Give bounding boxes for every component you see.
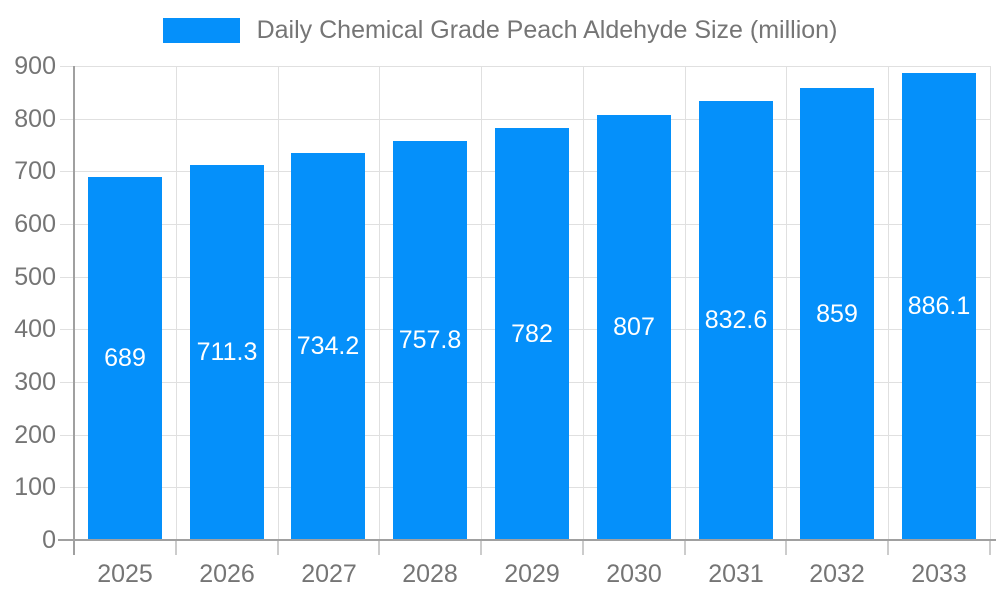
y-tick-label: 800 — [14, 105, 56, 133]
bar: 689 — [88, 177, 162, 540]
y-tick-label: 900 — [14, 52, 56, 80]
bar-value-label: 832.6 — [704, 306, 768, 334]
y-tick-label: 0 — [42, 526, 56, 554]
x-gridline — [888, 66, 889, 540]
x-axis-line — [58, 539, 996, 541]
x-tick — [277, 540, 279, 555]
x-tick — [785, 540, 787, 555]
x-gridline — [176, 66, 177, 540]
bar-value-label: 734.2 — [296, 332, 360, 360]
y-tick-label: 400 — [14, 315, 56, 343]
bar-value-label: 711.3 — [196, 338, 258, 366]
y-tick-label: 500 — [14, 263, 56, 291]
x-gridline — [685, 66, 686, 540]
x-tick-label: 2032 — [809, 560, 865, 588]
y-tick-label: 200 — [14, 421, 56, 449]
x-tick-label: 2033 — [911, 560, 967, 588]
bar: 734.2 — [291, 153, 365, 540]
y-gridline — [60, 66, 990, 67]
bar-value-label: 859 — [816, 299, 858, 328]
legend-swatch[interactable] — [162, 17, 240, 43]
y-gridline — [60, 119, 990, 120]
y-tick-label: 100 — [14, 473, 56, 501]
x-tick — [582, 540, 584, 555]
x-tick — [480, 540, 482, 555]
bar-value-label: 782 — [511, 319, 553, 348]
bar-value-label: 886.1 — [907, 292, 971, 320]
x-gridline — [379, 66, 380, 540]
chart-legend[interactable]: Daily Chemical Grade Peach Aldehyde Size… — [0, 17, 1000, 43]
y-tick-label: 700 — [14, 157, 56, 185]
x-tick-label: 2030 — [606, 560, 662, 588]
bar-value-label: 807 — [613, 313, 655, 341]
bar: 859 — [800, 88, 874, 540]
x-gridline — [583, 66, 584, 540]
bar: 807 — [597, 115, 671, 540]
x-tick-label: 2027 — [301, 560, 357, 588]
bar: 782 — [495, 128, 569, 540]
bar: 757.8 — [393, 141, 467, 540]
y-tick-label: 600 — [14, 210, 56, 238]
bar: 832.6 — [699, 101, 773, 540]
bar-value-label: 689 — [104, 344, 146, 372]
y-tick-label: 300 — [14, 368, 56, 396]
x-tick-label: 2026 — [199, 560, 255, 588]
x-tick-label: 2025 — [97, 560, 153, 588]
x-gridline — [990, 66, 991, 540]
x-tick — [989, 540, 991, 555]
x-gridline — [278, 66, 279, 540]
x-tick — [684, 540, 686, 555]
x-tick-label: 2029 — [504, 560, 560, 588]
x-tick-label: 2031 — [708, 560, 764, 588]
legend-label[interactable]: Daily Chemical Grade Peach Aldehyde Size… — [256, 16, 838, 44]
bar: 711.3 — [190, 165, 264, 540]
x-tick — [175, 540, 177, 555]
x-tick — [378, 540, 380, 555]
bar: 886.1 — [902, 73, 976, 540]
y-axis-line — [73, 66, 75, 555]
x-tick — [887, 540, 889, 555]
x-gridline — [481, 66, 482, 540]
bar-value-label: 757.8 — [398, 326, 462, 354]
x-gridline — [786, 66, 787, 540]
x-tick-label: 2028 — [402, 560, 458, 588]
